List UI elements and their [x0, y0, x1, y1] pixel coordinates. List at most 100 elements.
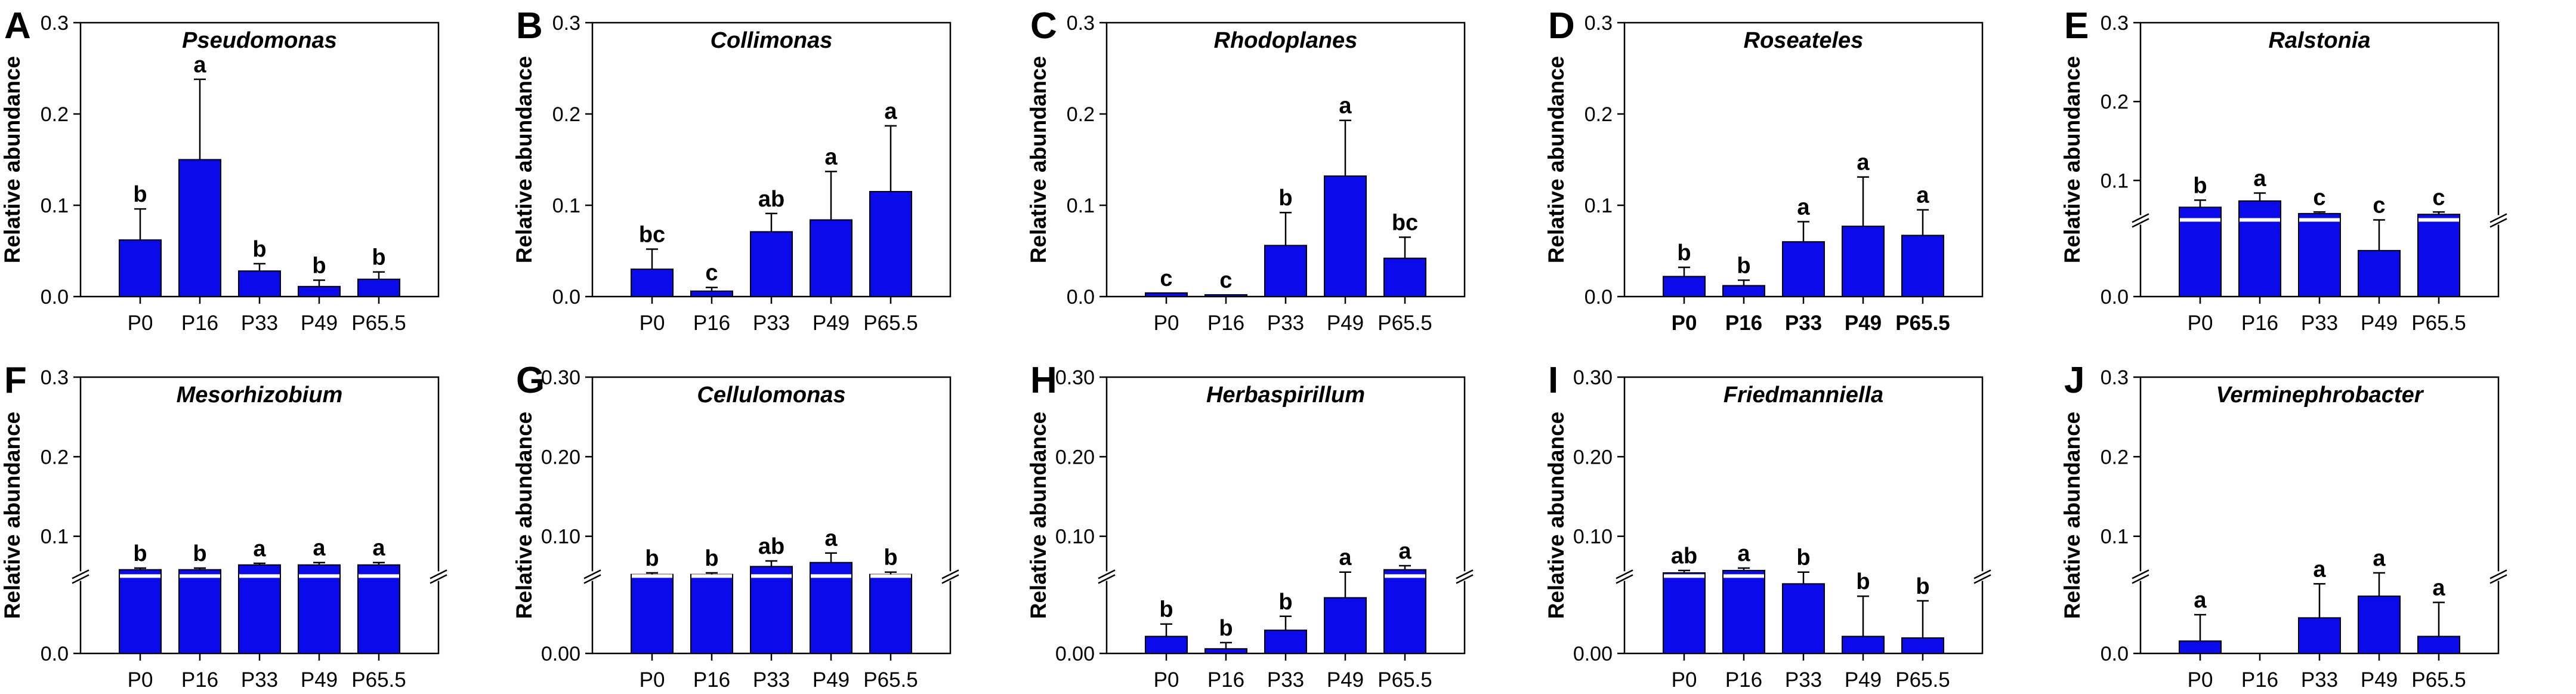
x-tick-label: P49 [301, 311, 338, 335]
y-tick-label: 0.1 [2101, 526, 2129, 548]
bar-break-stripe [632, 574, 672, 578]
bar [119, 239, 162, 298]
axis-break-gap [1456, 571, 1473, 581]
x-tick-label: P33 [2301, 311, 2338, 335]
bar [1204, 648, 1247, 654]
y-tick-label: 0.0 [41, 643, 69, 665]
bar [1264, 630, 1307, 655]
bar [1145, 636, 1188, 655]
bar [178, 159, 221, 297]
significance-letter: b [133, 182, 147, 207]
axis-break-mark [430, 569, 447, 579]
x-tick-label: P33 [241, 311, 278, 335]
bar-break-stripe [180, 574, 220, 578]
x-tick-label: P49 [1845, 311, 1882, 335]
bar [2417, 214, 2460, 297]
significance-letter: a [824, 144, 838, 169]
significance-letter: a [824, 526, 838, 551]
panel-letter: I [1548, 360, 1558, 401]
x-tick-label: P16 [693, 668, 730, 692]
y-tick-label: 0.00 [1055, 643, 1095, 665]
y-axis-label: Relative abundance [1026, 412, 1051, 619]
y-tick-label: 0.20 [1573, 446, 1613, 468]
bar [178, 569, 221, 655]
bar [750, 231, 793, 297]
chart-title: Verminephrobacter [2216, 383, 2424, 408]
y-tick-label: 0.0 [552, 286, 580, 309]
x-tick-label: P65.5 [1895, 311, 1950, 335]
axis-break-gap [72, 571, 89, 581]
x-tick-label: P49 [1845, 668, 1882, 692]
bar-break-stripe [2419, 218, 2459, 222]
y-tick-label: 0.30 [1055, 366, 1095, 389]
x-tick-label: P49 [301, 668, 338, 692]
significance-letter: c [705, 261, 718, 286]
bar [119, 569, 162, 655]
bar [2179, 640, 2222, 654]
bar [631, 269, 674, 298]
significance-letter: bc [1392, 211, 1418, 236]
y-tick-label: 0.3 [41, 366, 69, 389]
y-axis-label: Relative abundance [1026, 56, 1051, 264]
significance-letter: a [313, 536, 326, 561]
bar [1383, 257, 1426, 297]
y-tick-label: 0.2 [1584, 103, 1613, 126]
bar [238, 564, 281, 654]
panel-g: 0.00 0.10 0.20 0.30G Cellulomonas Relative ab… [512, 360, 959, 692]
x-tick-label: P33 [753, 311, 790, 335]
significance-letter: a [1797, 195, 1810, 220]
significance-letter: a [2313, 557, 2326, 582]
chart-title: Roseateles [1744, 28, 1864, 53]
y-tick-label: 0.10 [541, 526, 580, 548]
y-tick-label: 0.1 [552, 195, 580, 217]
significance-letter: b [2193, 173, 2207, 198]
x-tick-label: P65.5 [1377, 668, 1432, 692]
x-tick-label: P49 [2361, 668, 2398, 692]
bar [1264, 245, 1307, 298]
panel-b: 0.0 0.1 0.2 0.3 B Collimonas Relative abundanc… [512, 5, 952, 335]
x-tick-label: P65.5 [2411, 668, 2466, 692]
significance-letter: ab [758, 187, 784, 212]
y-tick-label: 0.0 [41, 286, 69, 309]
axis-break-mark [2489, 574, 2507, 584]
chart-title: Mesorhizobium [177, 383, 343, 408]
significance-letter: b [1916, 574, 1929, 599]
bar-break-stripe [299, 574, 339, 578]
significance-letter: a [1916, 183, 1929, 208]
panel-i: 0.00 0.10 0.20 0.30 I Friedmanniella Relative … [1544, 360, 1991, 692]
y-tick-label: 0.2 [1067, 103, 1095, 126]
panel-d: 0.0 0.1 0.2 0.3 D Roseateles Relative abundanc… [1544, 5, 1984, 335]
y-axis-label: Relative abundance [512, 56, 536, 264]
y-tick-label: 0.1 [1067, 195, 1095, 217]
significance-letter: b [1159, 597, 1173, 622]
axis-break-mark [1098, 569, 1116, 579]
significance-letter: a [2194, 588, 2207, 613]
bar-break-stripe [751, 574, 792, 578]
y-axis-label: Relative abundance [1544, 56, 1568, 264]
x-tick-label: P49 [2361, 311, 2398, 335]
bar-break-stripe [239, 574, 280, 578]
y-axis-label: Relative abundance [2060, 56, 2084, 264]
axis-break-mark [1973, 569, 1991, 579]
significance-letter: b [193, 541, 206, 566]
significance-letter: ab [1671, 544, 1697, 569]
panel-letter: E [2064, 5, 2089, 47]
bar-break-stripe [870, 574, 911, 578]
bar [2298, 212, 2341, 297]
bar-break-stripe [2180, 218, 2220, 222]
significance-letter: c [1219, 268, 1232, 293]
significance-letter: a [1737, 541, 1750, 566]
x-tick-label: P49 [1327, 668, 1364, 692]
y-tick-label: 0.0 [2101, 643, 2129, 665]
axis-break-gap [430, 571, 447, 581]
significance-letter: c [2432, 185, 2445, 210]
x-tick-label: P0 [1672, 311, 1697, 335]
bar [357, 278, 400, 297]
panel-letter: H [1030, 360, 1057, 401]
x-tick-label: P65.5 [1895, 668, 1950, 692]
axis-break-gap [1098, 571, 1115, 581]
x-tick-label: P65.5 [863, 668, 918, 692]
significance-letter: b [1737, 253, 1750, 278]
y-tick-label: 0.10 [1573, 526, 1613, 548]
y-tick-label: 0.2 [2101, 91, 2129, 113]
